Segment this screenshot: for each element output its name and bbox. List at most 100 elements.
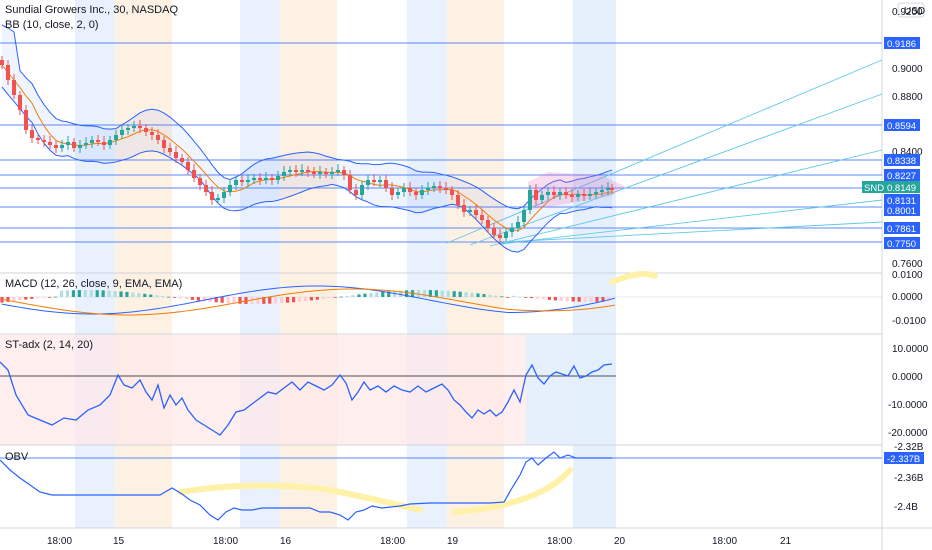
macd-bar [583, 297, 587, 302]
macd-bar [71, 290, 75, 297]
macd-bar [577, 297, 581, 302]
macd-bar [178, 297, 183, 299]
candle [216, 198, 220, 200]
candle [36, 138, 40, 140]
macd-bar [161, 296, 165, 297]
macd-bar [12, 297, 16, 302]
obv-label[interactable]: OBV [5, 451, 29, 463]
price-tick: 0.7600 [892, 259, 923, 270]
time-tick: 15 [113, 536, 125, 547]
candle [264, 178, 268, 180]
macd-bar [59, 290, 64, 297]
candle [564, 192, 568, 195]
candle [390, 188, 394, 195]
price-tag: 0.7861 [887, 224, 916, 235]
macd-bar [77, 290, 81, 297]
candle [540, 195, 544, 200]
macd-bar [42, 297, 46, 298]
candle [24, 110, 28, 130]
macd-bar [601, 297, 605, 302]
macd-bar [363, 293, 367, 297]
candle [330, 172, 334, 174]
price-tag: 0.8227 [887, 171, 916, 182]
candle [90, 140, 94, 143]
stadx-label[interactable]: ST-adx (2, 14, 20) [5, 339, 93, 351]
macd-bar [232, 297, 236, 304]
macd-bar [494, 295, 498, 297]
candle [348, 175, 352, 190]
candle [342, 170, 346, 175]
macd-bar [36, 297, 40, 299]
macd-label[interactable]: MACD (12, 26, close, 9, EMA, EMA) [5, 278, 182, 290]
candle [204, 185, 208, 192]
last-price-tag: 0.8149 [887, 183, 916, 194]
macd-bar [446, 290, 450, 297]
candle [552, 192, 556, 195]
price-tick: 0.9200 [892, 7, 923, 18]
candle [300, 170, 304, 172]
candle [282, 172, 286, 176]
macd-tick: -0.0100 [892, 316, 926, 327]
macd-bar [190, 297, 194, 300]
candle [582, 194, 586, 196]
candle [378, 180, 382, 182]
time-axis[interactable]: 18:00 15 18:00 16 18:00 19 18:00 20 18:0… [47, 536, 792, 547]
macd-bar [309, 297, 313, 301]
candle [18, 95, 22, 110]
channel-highlight [528, 172, 625, 210]
candle [360, 185, 364, 195]
adx-tick: -20.0000 [888, 428, 928, 439]
macd-bar [30, 297, 34, 299]
candle [234, 180, 238, 185]
macd-bar [476, 293, 480, 297]
macd-bar [274, 297, 278, 304]
candle [444, 188, 448, 190]
macd-bar [89, 290, 93, 297]
macd-bar [434, 290, 438, 297]
price-tag: 0.8338 [887, 156, 916, 167]
macd-bar [226, 297, 230, 304]
macd-bar [53, 296, 58, 298]
price-tag: 0.8594 [887, 121, 916, 132]
macd-bar [321, 297, 325, 299]
candle [480, 215, 484, 220]
candle [72, 142, 76, 148]
price-axis[interactable]: USD 0.9200 0.9000 0.8800 0.8400 0.7600 [892, 2, 925, 270]
macd-bar [535, 297, 540, 299]
macd-bar [244, 297, 248, 304]
candle [132, 126, 136, 128]
macd-bar [369, 293, 373, 297]
macd-bar [268, 297, 272, 304]
candle [198, 178, 202, 185]
time-tick: 18:00 [547, 536, 572, 547]
candle [252, 178, 256, 180]
candle [456, 195, 460, 205]
macd-bar [506, 297, 510, 298]
symbol-tag: SNDL [864, 183, 889, 194]
macd-bar [595, 297, 599, 302]
bb-indicator-label[interactable]: BB (10, close, 2, 0) [5, 19, 99, 31]
macd-bar [381, 291, 385, 297]
candle [150, 132, 154, 135]
price-tag: 0.9186 [887, 39, 916, 50]
macd-bar [262, 297, 266, 304]
time-tick: 18:00 [213, 536, 238, 547]
macd-bar [18, 297, 22, 301]
candle [6, 65, 10, 80]
currency-label[interactable]: USD [904, 6, 925, 17]
candle [504, 232, 508, 238]
candle [138, 126, 142, 128]
candle [246, 180, 250, 182]
obv-tick: -2.36B [894, 473, 924, 484]
macd-bar [571, 297, 575, 302]
macd-bar [137, 293, 141, 297]
macd-bar [500, 296, 504, 298]
obv-pane [0, 451, 882, 521]
macd-bar [6, 297, 10, 302]
candle [324, 172, 328, 174]
candle [468, 210, 472, 212]
macd-bar [83, 290, 87, 297]
adx-tick: 10.0000 [892, 344, 929, 355]
candle [414, 192, 418, 195]
